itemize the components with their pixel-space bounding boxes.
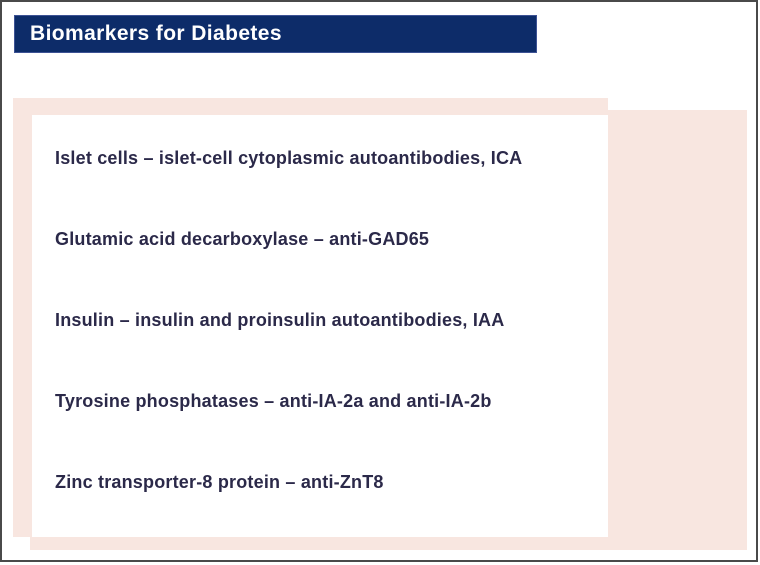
title-bar: Biomarkers for Diabetes (14, 15, 537, 53)
biomarker-item-glutamic-acid-decarboxylase: Glutamic acid decarboxylase – anti-GAD65 (55, 229, 430, 249)
biomarker-list: Islet cells – islet-cell cytoplasmic aut… (55, 141, 590, 499)
content-card: Islet cells – islet-cell cytoplasmic aut… (32, 115, 608, 537)
biomarker-item-islet-cells: Islet cells – islet-cell cytoplasmic aut… (55, 148, 523, 168)
biomarker-item-zinc-transporter-8: Zinc transporter-8 protein – anti-ZnT8 (55, 472, 384, 492)
slide-title: Biomarkers for Diabetes (30, 22, 282, 45)
biomarker-item-tyrosine-phosphatases: Tyrosine phosphatases – anti-IA-2a and a… (55, 391, 492, 411)
biomarker-item-insulin: Insulin – insulin and proinsulin autoant… (55, 310, 505, 330)
